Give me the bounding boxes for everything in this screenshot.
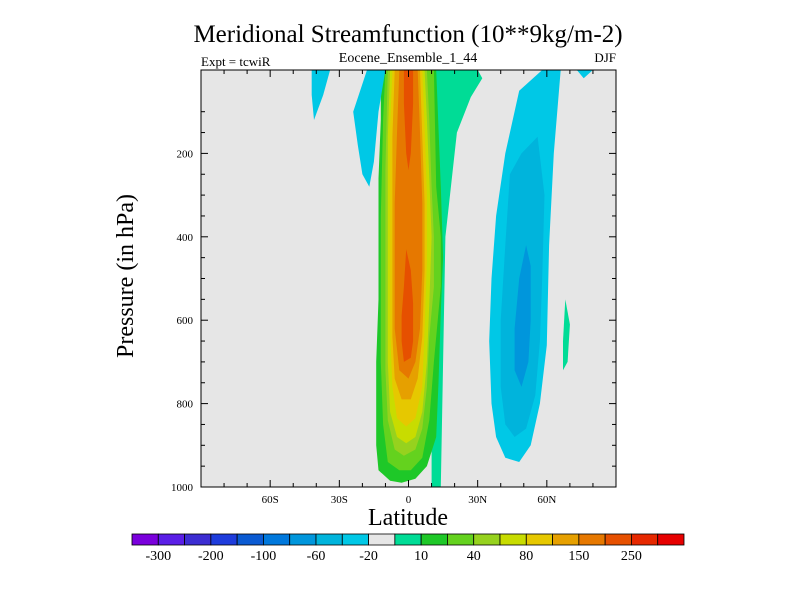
colorbar-label: 40 xyxy=(467,549,481,564)
colorbar-label: -200 xyxy=(198,549,224,564)
colorbar-label: 10 xyxy=(414,549,428,564)
colorbar-swatch xyxy=(578,533,606,546)
contour-region-15 xyxy=(563,299,570,371)
y-tick-label: 1000 xyxy=(171,482,194,494)
x-tick-label: 60N xyxy=(537,494,556,506)
colorbar-swatch xyxy=(263,533,291,546)
contour-region-7 xyxy=(394,70,423,379)
colorbar-swatch xyxy=(157,533,185,546)
colorbar-label: -300 xyxy=(145,549,171,564)
plot-area xyxy=(200,69,617,488)
chart-title: Meridional Streamfunction (10**9kg/m-2) xyxy=(193,21,622,48)
colorbar-label: 150 xyxy=(568,549,589,564)
y-axis-label: Pressure (in hPa) xyxy=(113,194,139,358)
colorbar-swatch xyxy=(184,533,212,546)
colorbar-label: -100 xyxy=(251,549,277,564)
y-tick-label: 600 xyxy=(177,315,194,327)
colorbar-swatch xyxy=(657,533,685,546)
colorbar-swatch xyxy=(131,533,159,546)
colorbar-swatch xyxy=(604,533,632,546)
chart-subtitle-left: Expt = tcwiR xyxy=(201,54,271,69)
contour-region-0 xyxy=(431,70,483,487)
colorbar-label: -20 xyxy=(359,549,378,564)
y-axis: 200 400 600 800 1000 xyxy=(171,111,616,494)
x-tick-label: 30S xyxy=(331,494,348,506)
contour-region-11 xyxy=(353,70,386,187)
chart-subtitle-right: DJF xyxy=(594,50,616,65)
colorbar-swatch xyxy=(394,533,422,546)
colorbar-swatch xyxy=(473,533,501,546)
colorbar-swatch xyxy=(447,533,475,546)
y-tick-label: 400 xyxy=(177,232,194,244)
x-tick-label: 30N xyxy=(468,494,487,506)
contour-region-14 xyxy=(514,245,531,387)
colorbar-label: -60 xyxy=(307,549,326,564)
colorbar-swatch xyxy=(289,533,317,546)
y-tick-label: 200 xyxy=(177,148,194,160)
contour-region-12 xyxy=(311,70,331,120)
colorbar-swatch xyxy=(420,533,448,546)
x-axis-label: Latitude xyxy=(368,505,448,531)
colorbar-swatch xyxy=(631,533,659,546)
contour-region-9 xyxy=(401,249,414,362)
x-axis: 60S 30S 0 30N 60N xyxy=(223,70,594,506)
colorbar-swatch xyxy=(499,533,527,546)
colorbar-swatch xyxy=(341,533,369,546)
colorbar-swatch xyxy=(315,533,343,546)
colorbar-swatch xyxy=(368,533,396,546)
colorbar-swatch xyxy=(210,533,238,546)
colorbar: -300 -200 -100 -60 -20 10 40 80 150 250 xyxy=(131,533,685,564)
colorbar-label: 80 xyxy=(519,549,533,564)
chart-subtitle-center: Eocene_Ensemble_1_44 xyxy=(339,51,477,66)
contour-region-8 xyxy=(403,70,414,171)
colorbar-label: 250 xyxy=(621,549,642,564)
colorbar-swatch xyxy=(552,533,580,546)
x-tick-label: 60S xyxy=(262,494,279,506)
colorbar-swatch xyxy=(525,533,553,546)
x-tick-label: 0 xyxy=(406,494,412,506)
y-tick-label: 800 xyxy=(177,399,194,411)
colorbar-swatch xyxy=(236,533,264,546)
